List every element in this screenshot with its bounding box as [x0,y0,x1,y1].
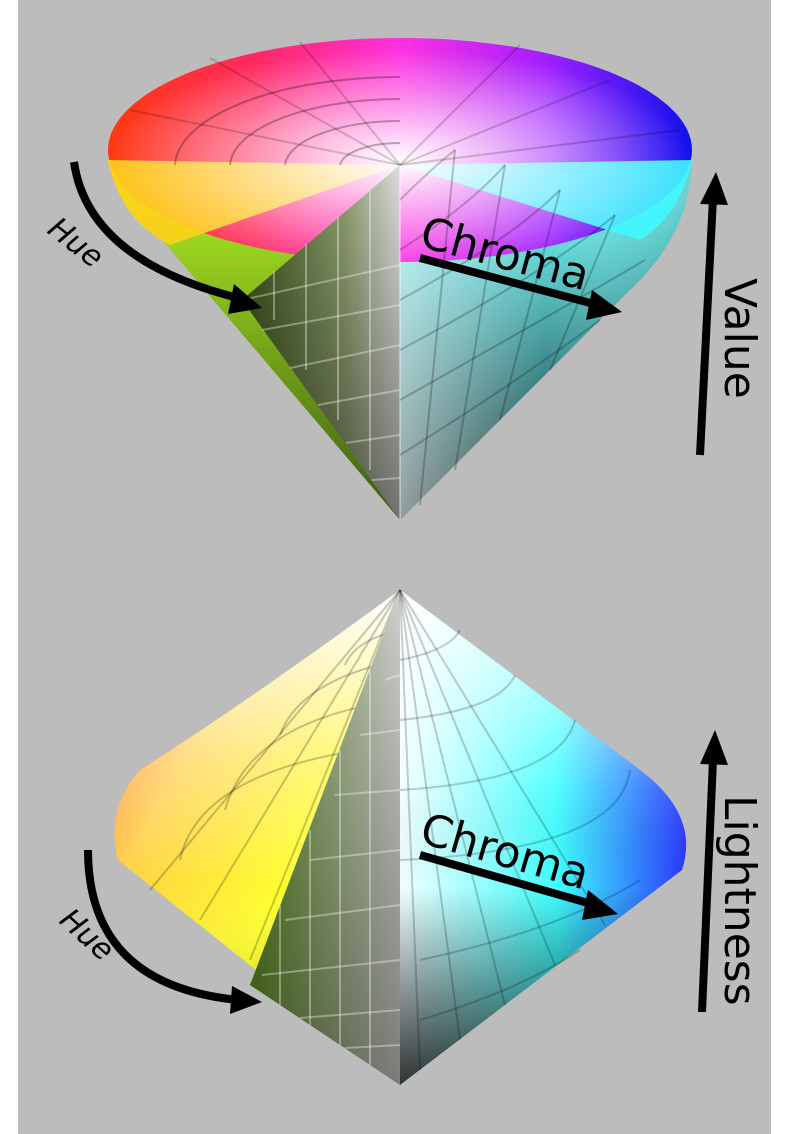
cone-chroma-rings [174,76,401,166]
cone-right-grid [399,149,646,506]
hsv-cone [108,38,692,520]
cone-hue-arrow [70,161,239,302]
bicone-lightness-arrow [698,759,717,1013]
cone-value-arrow [696,197,717,456]
hsl-bicone [114,589,687,1085]
cone-chroma-arrowhead [586,290,622,320]
bicone-left-rings [149,589,401,961]
cone-chroma-arrow [418,254,600,309]
cone-hue-spokes [129,41,681,166]
cone-hue-arrowhead [228,284,262,314]
bicone-chroma-arrowhead [582,890,618,920]
bicone-hue-arrowhead [230,986,262,1014]
cone-value-label: Value [714,278,765,399]
bicone-cutaway-grid [261,670,401,1065]
bicone-chroma-arrow [418,851,597,909]
cone-value-arrowhead [700,172,728,205]
bicone-lightness-arrowhead [700,730,728,765]
bicone-lightness-label: Lightness [714,795,765,1006]
bicone-hue-arrow [84,849,239,1004]
bicone-right-grid [399,589,641,1071]
